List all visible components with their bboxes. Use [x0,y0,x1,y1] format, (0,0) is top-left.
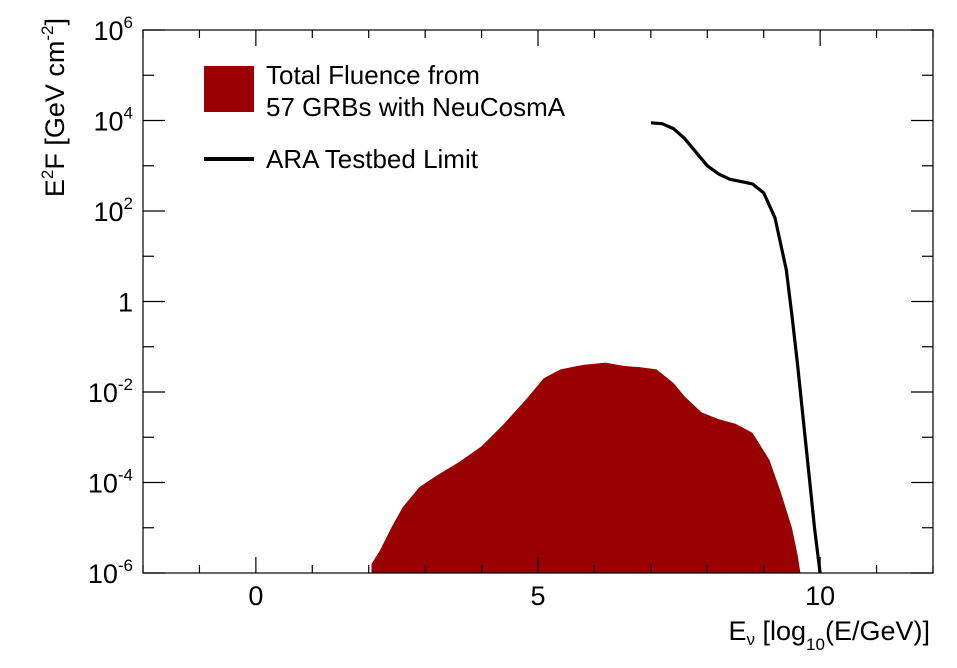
y-axis-title: E2F [GeV cm-2] [38,18,70,197]
legend-label-line: ARA Testbed Limit [266,144,479,174]
x-tick-label: 5 [530,581,545,611]
y-tick-label: 102 [93,194,133,227]
legend-label-area-line1: Total Fluence from [266,60,480,90]
x-title-open-sub: 10 [806,635,825,654]
tick-layer [142,29,934,574]
y-title-mid-sup: -2 [38,26,57,41]
x-title-close: (E/GeV)] [825,616,930,646]
x-title-open: [log [755,616,806,646]
series-area-fluence [371,362,801,573]
y-tick-exponent: 2 [124,194,133,213]
y-title-close: ] [40,18,70,26]
x-title-base: E [728,616,746,646]
x-tick-label: 10 [805,581,835,611]
y-tick-base: 10 [93,197,123,227]
y-title-base: E [40,179,70,197]
x-title-base-sub: ν [747,630,756,649]
y-tick-base: 10 [88,469,118,499]
y-title-base-sup: 2 [38,170,57,179]
y-tick-base: 10 [88,559,118,589]
y-title-mid: F [GeV cm [40,41,70,170]
series-line-ara-limit [650,121,822,574]
y-tick-exponent: -2 [118,375,133,394]
y-tick-label: 106 [93,13,133,46]
x-axis-title: Eν [log10(E/GeV)] [728,616,930,654]
y-tick-label: 10-2 [88,375,133,408]
legend: Total Fluence from 57 GRBs with NeuCosmA… [204,60,566,174]
y-tick-exponent: 6 [124,13,133,32]
y-tick-base: 10 [88,378,118,408]
y-tick-label: 104 [93,104,133,137]
x-tick-label: 0 [248,581,263,611]
y-tick-exponent: -4 [118,466,133,485]
y-tick-label: 10-6 [88,556,133,589]
y-tick-exponent: 4 [124,104,133,123]
y-tick-base: 10 [93,107,123,137]
legend-label-area-line2: 57 GRBs with NeuCosmA [266,92,566,122]
legend-swatch-area [204,66,254,112]
y-tick-label: 10-4 [88,466,133,499]
y-tick-base: 1 [118,288,133,318]
y-tick-base: 10 [93,16,123,46]
line-layer [650,121,822,574]
area-layer [371,362,801,573]
y-tick-exponent: -6 [118,556,133,575]
y-tick-label: 1 [118,288,133,318]
